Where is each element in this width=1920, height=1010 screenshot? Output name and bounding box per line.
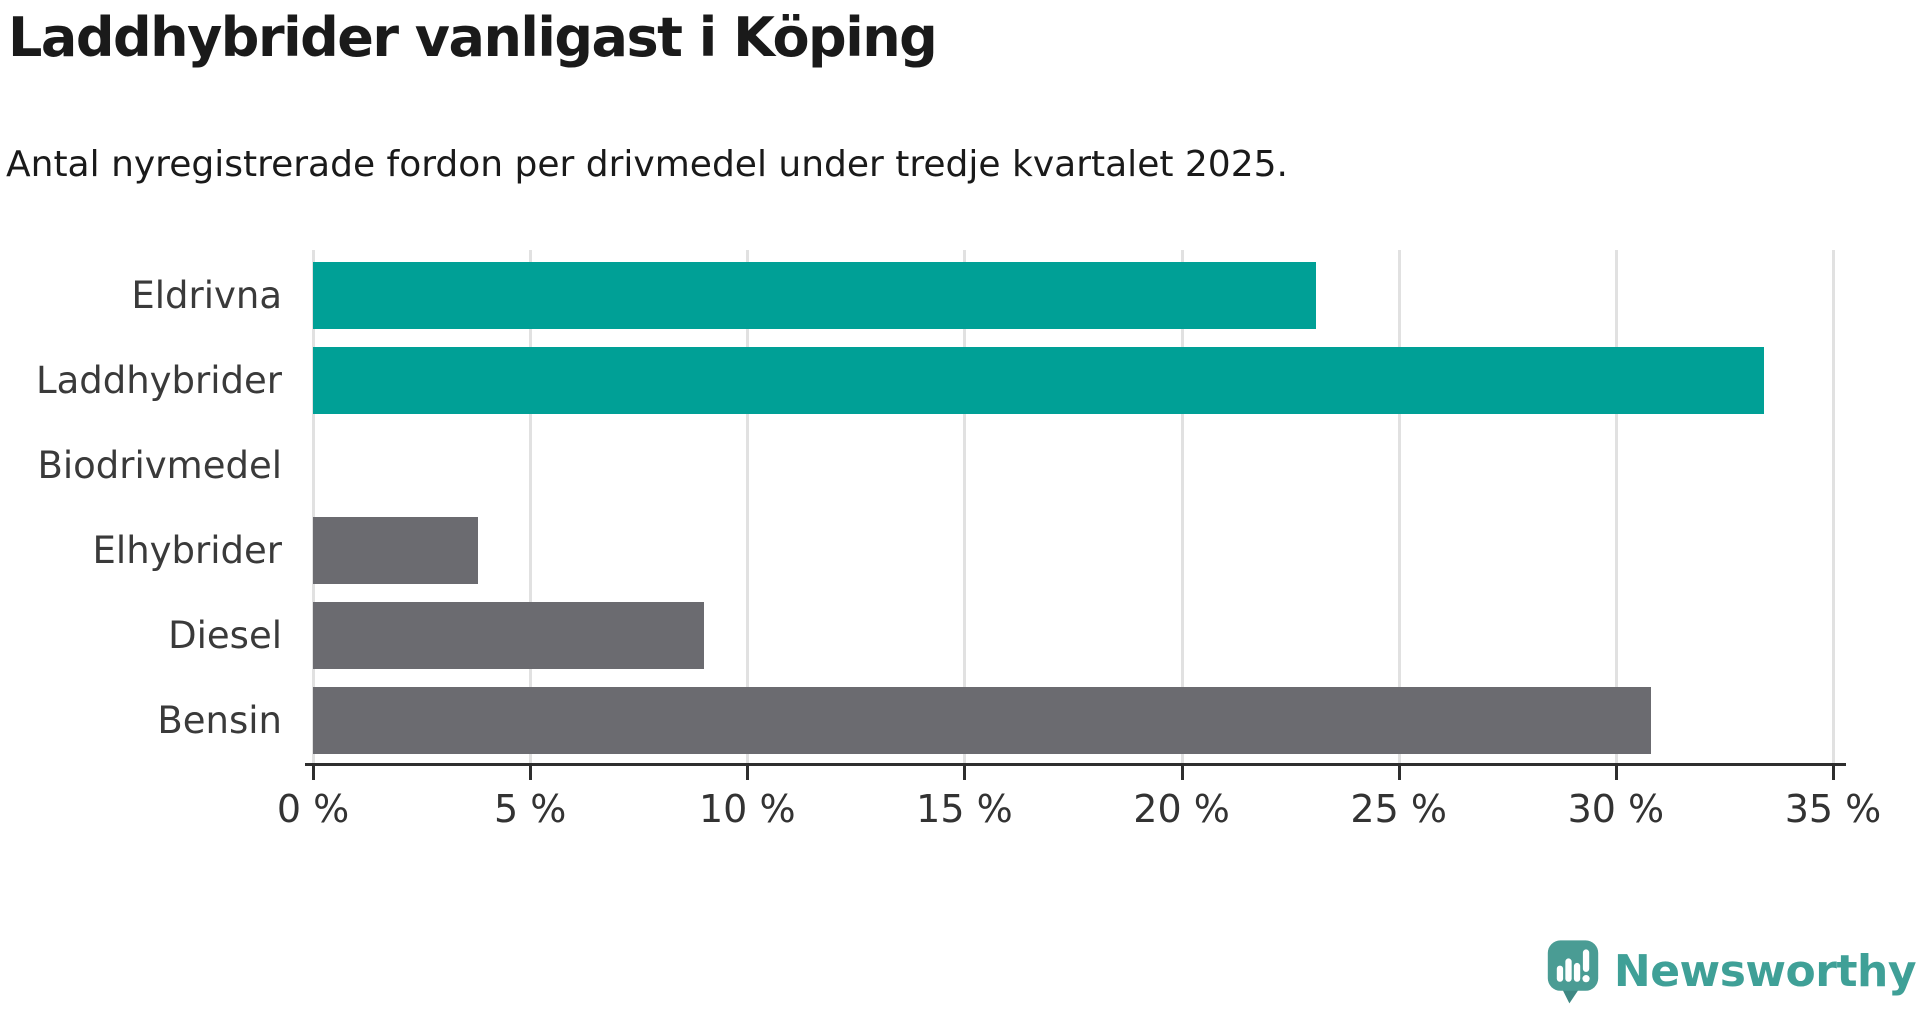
chart-row: Bensin [0, 678, 1833, 763]
newsworthy-speech-bubble-chart-icon [1547, 940, 1599, 1004]
chart-row: Laddhybrider [0, 338, 1833, 423]
category-label-elhybrider: Elhybrider [92, 529, 282, 572]
x-axis-tick-label-25: 25 % [1350, 787, 1447, 831]
category-label-bensin: Bensin [157, 699, 282, 742]
x-axis-tick-label-20: 20 % [1133, 787, 1230, 831]
x-axis-line [305, 763, 1846, 766]
gridline-30 [1614, 250, 1618, 763]
chart-row: Elhybrider [0, 508, 1833, 593]
bar-track [313, 432, 1833, 499]
x-axis-tick-label-0: 0 % [276, 787, 350, 831]
chart-row: Diesel [0, 593, 1833, 678]
category-label-diesel: Diesel [168, 614, 282, 657]
category-label-eldrivna: Eldrivna [131, 274, 282, 317]
bar-chart: Eldrivna Laddhybrider Biodrivmedel Elhybrid… [0, 250, 1881, 831]
x-axis-tick-10 [746, 766, 750, 780]
x-axis-tick-label-5: 5 % [493, 787, 567, 831]
gridline-20 [1180, 250, 1184, 763]
bar-elhybrider [313, 517, 479, 584]
category-label-laddhybrider: Laddhybrider [35, 359, 282, 402]
newsworthy-logo[interactable]: Newsworthy [1546, 938, 1917, 1004]
gridline-5 [529, 250, 533, 763]
bar-bensin [313, 687, 1651, 754]
category-label-biodrivmedel: Biodrivmedel [37, 444, 282, 487]
chart-row: Biodrivmedel [0, 423, 1833, 508]
chart-title: Laddhybrider vanligast i Köping [8, 6, 938, 69]
x-axis-tick-35 [1832, 766, 1835, 780]
bar-track [313, 262, 1833, 329]
gridline-35 [1832, 250, 1835, 763]
chart-subtitle: Antal nyregistrerade fordon per drivmede… [6, 144, 1288, 185]
gridline-15 [963, 250, 967, 763]
x-axis-tick-0 [312, 766, 315, 780]
gridline-25 [1397, 250, 1401, 763]
gridline-10 [746, 250, 750, 763]
bar-diesel [313, 602, 704, 669]
x-axis-tick-label-10: 10 % [699, 787, 796, 831]
x-axis-tick-label-15: 15 % [916, 787, 1013, 831]
x-axis-tick-label-30: 30 % [1567, 787, 1665, 831]
chart-row: Eldrivna [0, 253, 1833, 338]
newsworthy-wordmark: Newsworthy [1613, 945, 1917, 997]
bar-track [313, 347, 1833, 414]
bar-track [313, 517, 1833, 584]
bar-track [313, 602, 1833, 669]
x-axis-tick-15 [963, 766, 967, 780]
bar-track [313, 687, 1833, 754]
bar-eldrivna [313, 262, 1317, 329]
gridline-0 [312, 250, 315, 763]
chart-rows: Eldrivna Laddhybrider Biodrivmedel Elhybrid… [0, 253, 1833, 763]
x-axis-tick-5 [529, 766, 533, 780]
gridlines [312, 250, 1835, 763]
x-axis-tick-30 [1614, 766, 1618, 780]
x-axis-tick-25 [1397, 766, 1401, 780]
x-axis-tick-20 [1180, 766, 1184, 780]
x-axis-tick-label-35: 35 % [1784, 787, 1882, 831]
bar-laddhybrider [313, 347, 1764, 414]
